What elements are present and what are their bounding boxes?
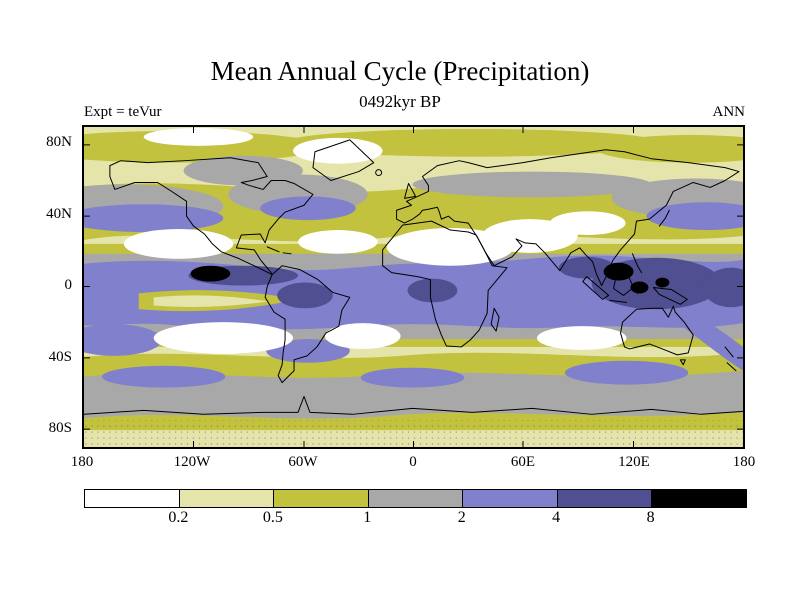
iceland-coastline	[375, 169, 383, 177]
x-tick-label: 180	[70, 454, 94, 470]
contour-fills	[84, 127, 743, 447]
colorbar-segment	[85, 490, 179, 507]
britain-coastline	[404, 182, 416, 199]
world-precipitation-map	[84, 127, 743, 447]
colorbar-tick-label: 2	[457, 509, 466, 526]
x-tick-label: 120W	[173, 454, 211, 470]
y-tick-label: 40S	[48, 349, 72, 365]
tasmania-coastline	[679, 359, 686, 366]
colorbar-tick-label: 8	[646, 509, 655, 526]
axis-ticks	[84, 127, 743, 447]
x-tick-label: 180	[732, 454, 756, 470]
colorbar-segment	[556, 490, 652, 507]
chart-title: Mean Annual Cycle (Precipitation)	[210, 56, 590, 86]
x-tick-label: 120E	[618, 454, 650, 470]
australia-coastline	[620, 305, 694, 356]
eurasia-coastline	[396, 149, 740, 287]
y-tick-label: 40N	[46, 206, 72, 222]
new-zealand-coastline	[724, 346, 737, 372]
y-tick-label: 80N	[46, 134, 72, 150]
sulawesi-coastline	[633, 285, 638, 294]
philippines-coastline	[632, 253, 642, 274]
colorbar	[84, 489, 747, 508]
chart-subtitle: 0492kyr BP	[359, 92, 441, 111]
experiment-label: Expt = teVur	[84, 104, 162, 120]
colorbar-segment	[462, 490, 557, 507]
colorbar-tick-label: 4	[552, 509, 561, 526]
colorbar-labels: 0.2 0.5 1 2 4 8	[84, 509, 745, 529]
colorbar-tick-label: 0.2	[168, 509, 189, 526]
colorbar-tick-label: 0.5	[262, 509, 283, 526]
x-tick-label: 60E	[510, 454, 536, 470]
africa-coastline	[382, 220, 508, 348]
java-coastline	[609, 299, 628, 303]
coastlines	[84, 139, 743, 415]
americas-coastline	[109, 157, 351, 384]
borneo-coastline	[613, 276, 634, 296]
colorbar-segment	[367, 490, 463, 507]
caribbean-coastline	[266, 246, 292, 255]
madagascar-coastline	[490, 307, 500, 332]
japan-coastline	[658, 209, 670, 227]
colorbar-segment	[178, 490, 274, 507]
x-tick-label: 60W	[288, 454, 318, 470]
y-tick-label: 0	[64, 277, 73, 293]
map-plot-frame	[82, 125, 745, 449]
colorbar-segment	[651, 490, 747, 507]
new-guinea-coastline	[652, 287, 688, 305]
colorbar-segment	[273, 490, 368, 507]
sumatra-coastline	[582, 276, 610, 300]
greenland-coastline	[312, 139, 375, 181]
season-label: ANN	[712, 104, 746, 120]
colorbar-tick-label: 1	[363, 509, 372, 526]
antarctica-coastline	[84, 395, 743, 415]
x-tick-label: 0	[409, 454, 417, 470]
y-tick-label: 80S	[48, 420, 72, 436]
